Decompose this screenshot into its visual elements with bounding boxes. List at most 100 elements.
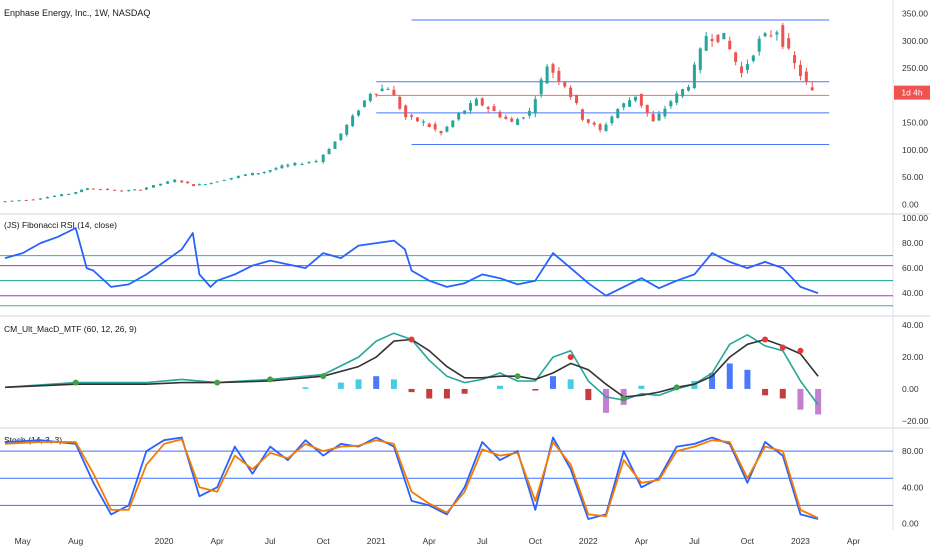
candle-body <box>415 117 419 122</box>
candle-body <box>45 196 49 199</box>
candle-body <box>300 164 304 166</box>
candle-body <box>651 114 655 122</box>
candle-body <box>622 103 626 108</box>
macd-series-line <box>4 332 819 406</box>
price-tag-label: 1d 4h <box>901 88 923 98</box>
candle-body <box>31 199 35 201</box>
candle-body <box>516 119 520 126</box>
y-tick-label-stoch: 0.00 <box>902 518 919 528</box>
y-tick-label-stoch: 80.00 <box>902 446 924 456</box>
candle-body <box>91 188 95 190</box>
candle-body <box>52 195 56 197</box>
candle-body <box>380 88 384 92</box>
macd-cross-point <box>408 336 415 343</box>
macd-histogram-bar <box>762 388 769 396</box>
macd-histogram-bar <box>744 369 751 389</box>
macd-cross-point <box>214 379 221 386</box>
macd-histogram-bar <box>638 385 645 389</box>
candle-body <box>151 185 155 188</box>
y-tick-label-price: 150.00 <box>902 118 928 128</box>
macd-histogram-bar <box>496 385 503 389</box>
macd-cross-point <box>797 347 804 354</box>
candle-body <box>120 190 124 192</box>
candle-body <box>127 190 131 192</box>
candle-body <box>657 113 661 121</box>
candle-body <box>203 184 207 186</box>
candle-body <box>262 172 266 174</box>
macd-histogram-bar <box>603 388 610 413</box>
macd-cross-point <box>514 373 521 380</box>
candle-body <box>498 111 502 118</box>
macd-histogram-bar <box>709 373 716 389</box>
y-tick-label-price: 100.00 <box>902 145 928 155</box>
candle-body <box>728 40 732 50</box>
candle-body <box>457 113 461 120</box>
x-tick-label: Jul <box>477 536 488 546</box>
macd-cross-point <box>620 395 627 402</box>
x-tick-label: 2023 <box>791 536 810 546</box>
candle-body <box>504 116 508 119</box>
candle-body <box>740 66 744 73</box>
candle-body <box>256 173 260 175</box>
candle-body <box>539 79 543 95</box>
candle-body <box>180 180 184 183</box>
candle-body <box>368 93 372 101</box>
candle-body <box>243 174 247 176</box>
macd-histogram-bar <box>549 376 556 389</box>
candle-body <box>3 201 7 203</box>
candle-body <box>663 108 667 117</box>
candle-body <box>133 189 137 191</box>
candle-body <box>85 188 89 190</box>
candle-body <box>398 96 402 109</box>
candle-body <box>639 93 643 106</box>
x-tick-label: Oct <box>529 536 543 546</box>
macd-histogram-bar <box>390 379 397 389</box>
candle-body <box>745 64 749 70</box>
macd-cross-point <box>267 376 274 383</box>
candle-body <box>751 55 755 61</box>
candle-body <box>722 32 726 40</box>
candle-body <box>681 89 685 97</box>
macd-histogram-bar <box>337 382 344 389</box>
candle-body <box>229 177 233 180</box>
macd-cross-point <box>779 344 786 351</box>
candle-body <box>139 189 143 191</box>
candle-body <box>339 133 343 141</box>
candle-body <box>236 175 240 178</box>
price-tag <box>894 85 930 100</box>
macd-histogram-bar <box>567 379 574 389</box>
y-tick-label-stoch: 40.00 <box>902 482 924 492</box>
candle-body <box>250 172 254 176</box>
candle-body <box>645 104 649 114</box>
x-tick-label: Apr <box>211 536 224 546</box>
candle-body <box>445 126 449 132</box>
macd-histogram-bar <box>373 376 380 389</box>
candle-body <box>669 101 673 107</box>
candle-body <box>74 191 78 194</box>
y-tick-label-rsi: 40.00 <box>902 288 924 298</box>
candle-body <box>357 110 361 116</box>
candle-body <box>616 109 620 119</box>
candle-body <box>404 105 408 118</box>
candle-body <box>687 86 691 91</box>
stoch-series-line <box>4 438 819 519</box>
macd-cross-point <box>762 336 769 343</box>
candle-body <box>439 131 443 134</box>
macd-histogram-bar <box>815 388 822 415</box>
candle-body <box>274 168 278 170</box>
x-tick-label: Jul <box>265 536 276 546</box>
candle-body <box>333 141 337 149</box>
candle-body <box>345 124 349 135</box>
candle-body <box>351 115 355 127</box>
candle-body <box>197 184 201 186</box>
macd-histogram-bar <box>302 387 309 389</box>
macd-histogram-bar <box>408 388 415 393</box>
y-tick-label-price: 300.00 <box>902 36 928 46</box>
candle-body <box>527 110 531 116</box>
candle-body <box>763 33 767 37</box>
price-title: Enphase Energy, Inc., 1W, NASDAQ <box>4 8 150 18</box>
candle-body <box>293 163 297 166</box>
